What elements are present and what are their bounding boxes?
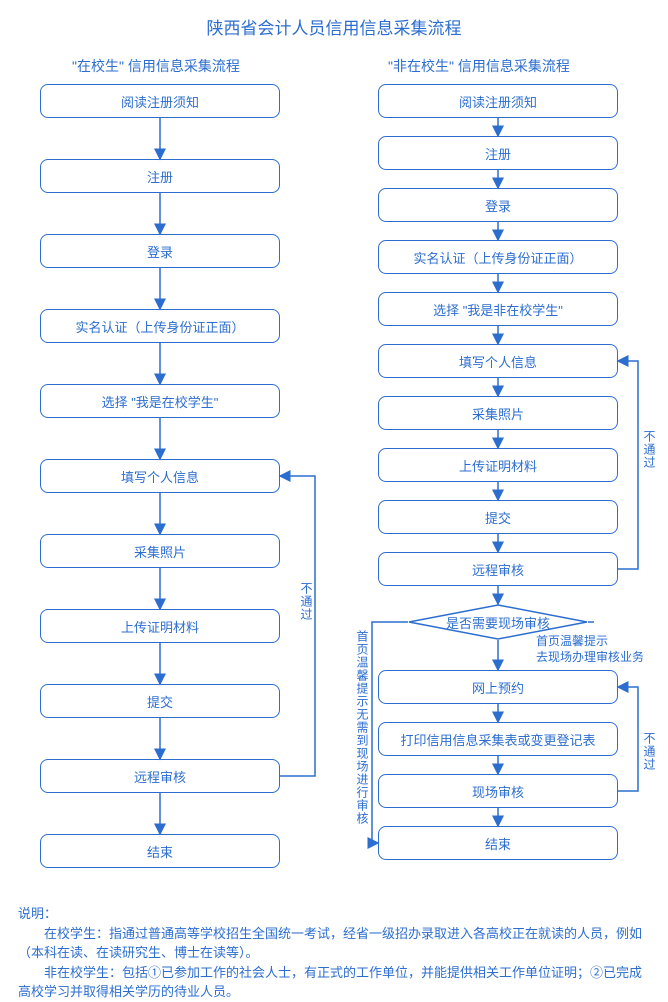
right-node-5: 填写个人信息 [378, 344, 618, 378]
right-node-8: 提交 [378, 500, 618, 534]
left-node-8: 提交 [40, 684, 280, 718]
label-left-fail: 不通过 [298, 582, 315, 621]
right-node-3: 实名认证（上传身份证正面） [378, 240, 618, 274]
label-no-onsite: 首页温馨提示无需到现场进行审核 [354, 630, 371, 825]
right-after-0: 网上预约 [378, 670, 618, 704]
left-node-7: 上传证明材料 [40, 609, 280, 643]
decision-label: 是否需要现场审核 [446, 613, 550, 632]
label-right-fail-2: 不通过 [641, 732, 658, 771]
left-subtitle: "在校生" 信用信息采集流程 [72, 56, 240, 76]
footer-para2: 非在校学生：包括①已参加工作的社会人士，有正式的工作单位，并能提供相关工作单位证… [18, 963, 650, 1002]
right-subtitle: "非在校生" 信用信息采集流程 [388, 56, 570, 76]
left-node-6: 采集照片 [40, 534, 280, 568]
left-node-4: 选择 "我是在校学生" [40, 384, 280, 418]
left-node-1: 注册 [40, 159, 280, 193]
left-node-3: 实名认证（上传身份证正面） [40, 309, 280, 343]
right-node-9: 远程审核 [378, 552, 618, 586]
right-node-4: 选择 "我是非在校学生" [378, 292, 618, 326]
footer-heading: 说明： [18, 904, 650, 924]
footer-notes: 说明： 在校学生：指通过普通高等学校招生全国统一考试，经省一级招办录取进入各高校… [18, 904, 650, 1002]
right-after-3: 结束 [378, 826, 618, 860]
left-node-0: 阅读注册须知 [40, 84, 280, 118]
right-node-1: 注册 [378, 136, 618, 170]
left-node-5: 填写个人信息 [40, 459, 280, 493]
footer-para1: 在校学生：指通过普通高等学校招生全国统一考试，经省一级招办录取进入各高校正在就读… [18, 924, 650, 963]
left-node-10: 结束 [40, 834, 280, 868]
page-title: 陕西省会计人员信用信息采集流程 [0, 0, 668, 39]
right-node-7: 上传证明材料 [378, 448, 618, 482]
right-after-2: 现场审核 [378, 774, 618, 808]
label-right-fail-1: 不通过 [641, 430, 658, 469]
right-node-6: 采集照片 [378, 396, 618, 430]
right-node-2: 登录 [378, 188, 618, 222]
right-node-0: 阅读注册须知 [378, 84, 618, 118]
left-node-2: 登录 [40, 234, 280, 268]
right-after-1: 打印信用信息采集表或变更登记表 [378, 722, 618, 756]
left-node-9: 远程审核 [40, 759, 280, 793]
label-yes-onsite: 首页温馨提示 去现场办理审核业务 [536, 634, 656, 665]
